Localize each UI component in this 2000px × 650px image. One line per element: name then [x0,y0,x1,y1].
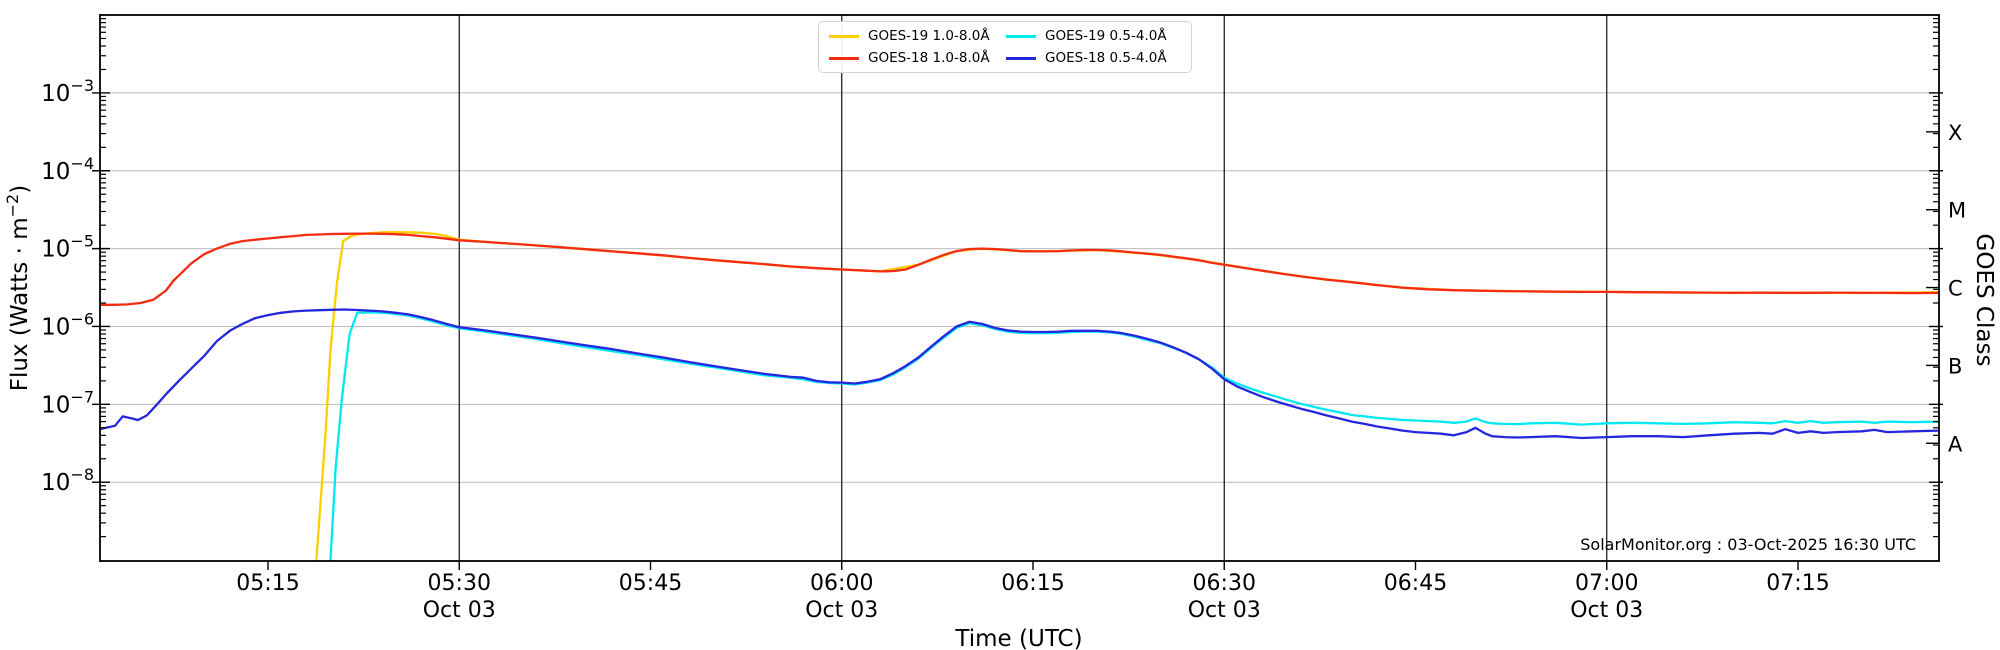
legend-swatch-goes19-short-icon [1006,34,1036,38]
x-tick-label: 06:30 [1193,571,1256,596]
plot-border [99,14,1940,562]
credit-text: SolarMonitor.org : 03-Oct-2025 16:30 UTC [1580,535,1916,554]
legend-label-goes18-long: GOES-18 1.0-8.0Å [868,50,990,66]
y-tick-label: 10−5 [41,232,94,263]
x-tick-date-label: Oct 03 [1188,598,1261,623]
flux-curves [100,230,1939,561]
legend-item-goes18-long: GOES-18 1.0-8.0Å [829,50,1006,66]
legend-item-goes19-long: GOES-19 1.0-8.0Å [829,28,1006,44]
x-tick-label: 07:00 [1575,571,1638,596]
axis-ticks [92,18,1943,570]
y2-axis-title: GOES Class [1971,234,1997,367]
x-tick-label: 06:00 [810,571,873,596]
legend-label-goes19-long: GOES-19 1.0-8.0Å [868,28,990,44]
legend-item-goes18-short: GOES-18 0.5-4.0Å [1006,50,1183,66]
goes-class-letter: M [1948,199,1966,223]
gridlines [100,92,1939,483]
event-time-lines [458,15,1608,561]
x-axis-title: Time (UTC) [954,626,1082,650]
x-tick-date-label: Oct 03 [1570,598,1643,623]
goes-class-letter: A [1948,432,1963,456]
goes-class-letter: C [1948,277,1963,301]
x-tick-date-label: Oct 03 [805,598,878,623]
y-tick-label: 10−3 [41,76,94,107]
legend-label-goes19-short: GOES-19 0.5-4.0Å [1045,28,1167,44]
flux-curve-0 [315,230,1939,561]
legend-swatch-goes18-short-icon [1006,56,1036,60]
goes-class-letter: B [1948,354,1962,378]
y-tick-label: 10−6 [41,309,94,340]
legend-swatch-goes19-long-icon [829,34,859,38]
x-tick-label: 06:15 [1001,571,1064,596]
flux-curve-1 [100,232,1939,306]
x-tick-label: 05:15 [236,571,299,596]
legend-item-goes19-short: GOES-19 0.5-4.0Å [1006,28,1183,44]
y-tick-label: 10−7 [41,387,94,418]
goes-class-letter: X [1948,121,1962,145]
x-tick-label: 06:45 [1384,571,1447,596]
flux-curve-3 [100,308,1939,440]
x-tick-label: 05:45 [619,571,682,596]
x-tick-label: 07:15 [1766,571,1829,596]
x-tick-label: 05:30 [428,571,491,596]
x-tick-date-label: Oct 03 [423,598,496,623]
y-axis-title: Flux (Watts · m−2) [3,185,33,391]
y-tick-label: 10−8 [41,465,94,496]
y-tick-label: 10−4 [41,154,94,185]
legend-label-goes18-short: GOES-18 0.5-4.0Å [1045,50,1167,66]
plot-frame [99,14,1940,562]
legend-swatch-goes18-long-icon [829,56,859,60]
legend: GOES-19 1.0-8.0Å GOES-18 1.0-8.0Å GOES-1… [818,21,1192,73]
